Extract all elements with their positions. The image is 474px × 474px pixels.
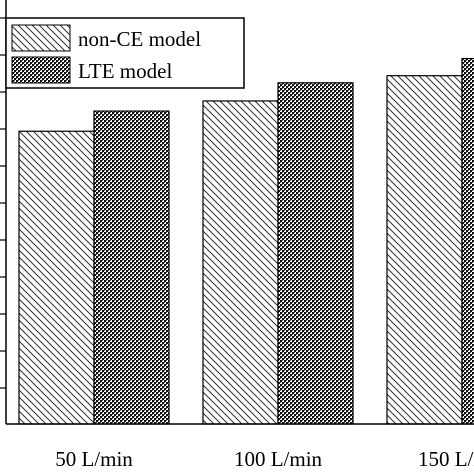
x-tick-label-100-l-min: 100 L/min	[234, 447, 323, 471]
bar-lte-model-150-l-min	[461, 57, 474, 425]
bars-group	[18, 57, 474, 425]
bar-non-ce-model-100-l-min	[202, 100, 279, 425]
x-tick-label-50-l-min: 50 L/min	[55, 447, 133, 471]
x-tick-label-150-l-min: 150 L/min	[418, 447, 474, 471]
y-ticks-group	[0, 17, 6, 389]
x-ticks-group: 50 L/min 100 L/min 150 L/min	[55, 447, 474, 471]
bar-lte-model-100-l-min	[277, 82, 354, 425]
legend-label-non-ce: non-CE model	[78, 27, 201, 51]
bar-non-ce-model-150-l-min	[386, 75, 463, 425]
legend-swatch-lte	[11, 56, 71, 84]
legend-label-lte: LTE model	[78, 59, 172, 83]
bar-non-ce-model-50-l-min	[18, 130, 95, 425]
legend: non-CE model LTE model	[5, 17, 245, 89]
legend-swatch-non-ce	[11, 24, 71, 52]
bar-lte-model-50-l-min	[93, 110, 170, 425]
